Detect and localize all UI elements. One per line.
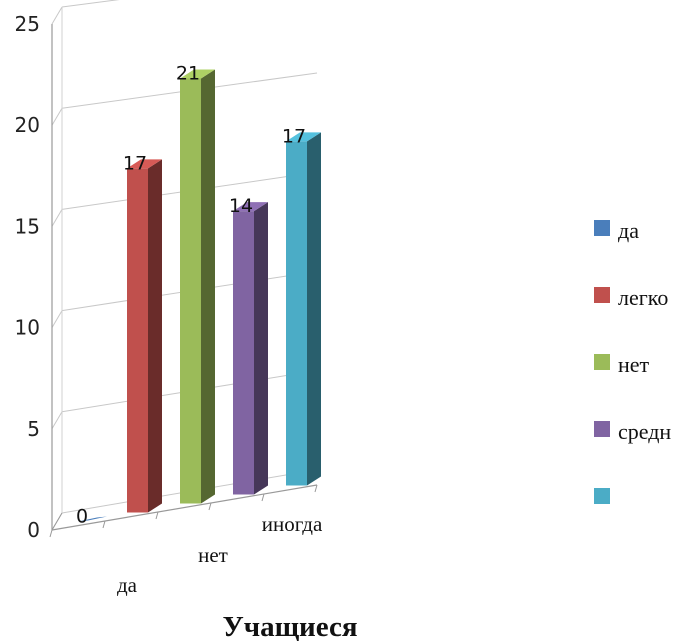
y-tick-label: 20 — [15, 113, 40, 137]
legend-label: да — [618, 218, 639, 243]
bar-zero-tile — [78, 516, 107, 522]
legend-item-4: средн — [594, 419, 671, 444]
data-label: 14 — [229, 195, 253, 217]
data-labels: 0 17 21 14 17 — [76, 62, 306, 527]
gridline-side — [51, 107, 63, 126]
x-tick-label: да — [117, 573, 138, 597]
data-label: 21 — [176, 62, 200, 84]
legend-swatch — [594, 220, 610, 236]
x-tick-mark — [102, 520, 106, 529]
chart-axes — [49, 7, 318, 538]
gridline — [61, 0, 120, 8]
y-tick-label: 25 — [15, 12, 40, 36]
gridline-side — [51, 411, 63, 430]
legend-label: средн — [618, 419, 671, 444]
x-tick-label: нет — [198, 543, 228, 567]
x-axis-tick-labels: да нет иногда — [117, 512, 323, 597]
bar-front-face — [233, 211, 254, 495]
x-tick-mark — [49, 529, 53, 538]
gridline-side — [51, 310, 63, 328]
x-tick-label: иногда — [262, 512, 323, 536]
bar-front-face — [127, 168, 148, 513]
x-tick-mark — [314, 484, 318, 493]
bar-2 — [127, 159, 162, 513]
x-axis-line — [51, 484, 318, 531]
bar-side-face — [307, 132, 321, 486]
y-tick-label: 0 — [27, 518, 40, 542]
bar-side-face — [254, 202, 268, 495]
legend-item-3: нет — [594, 352, 650, 377]
legend-label: легко — [618, 285, 668, 310]
legend-swatch — [594, 354, 610, 370]
bar-5 — [286, 132, 321, 486]
legend-swatch — [594, 488, 610, 504]
bar-top-face — [286, 132, 321, 142]
x-tick-mark — [208, 502, 212, 511]
legend-item-5 — [594, 488, 610, 504]
legend-item-2: легко — [594, 285, 668, 310]
data-label: 0 — [76, 506, 88, 528]
bar-side-face — [148, 159, 162, 513]
legend-label: нет — [618, 352, 650, 377]
x-axis-title: Учащиеся — [222, 611, 357, 641]
bar-top-face — [233, 202, 268, 212]
data-label: 17 — [123, 152, 147, 174]
chart-bars — [78, 69, 321, 522]
bar-front-face — [286, 141, 307, 486]
gridline-side — [51, 209, 63, 227]
gridline-side — [51, 6, 63, 25]
legend-swatch — [594, 287, 610, 303]
bar-4 — [233, 202, 268, 495]
y-tick-label: 15 — [15, 214, 40, 238]
y-tick-label: 10 — [15, 316, 40, 340]
data-label: 17 — [282, 125, 306, 147]
bar-1 — [78, 516, 107, 522]
y-tick-label: 5 — [27, 417, 40, 441]
floor-side-edge — [51, 512, 63, 531]
bar-front-face — [180, 78, 201, 504]
bar-top-face — [180, 69, 215, 79]
x-tick-mark — [155, 511, 159, 520]
x-tick-mark — [261, 493, 265, 502]
y-axis-tick-labels: 0 5 10 15 20 25 — [15, 12, 40, 542]
bar-side-face — [201, 69, 215, 504]
legend-swatch — [594, 421, 610, 437]
legend: да легко нет средн — [594, 218, 671, 504]
bar-top-face — [127, 159, 162, 169]
bar-3 — [180, 69, 215, 504]
legend-item-1: да — [594, 218, 639, 243]
